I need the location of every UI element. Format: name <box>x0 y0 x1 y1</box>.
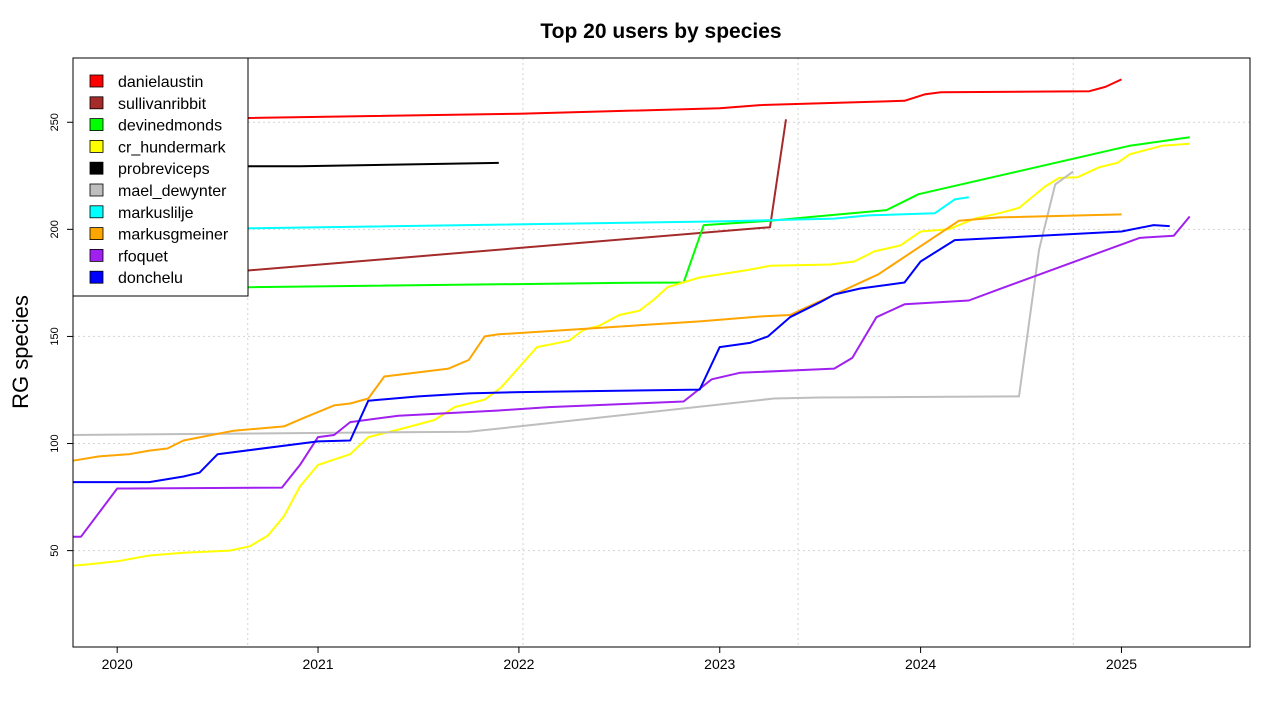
legend-label: devinedmonds <box>118 118 222 135</box>
series-line-rfoquet <box>73 215 1191 538</box>
y-tick-label: 250 <box>49 113 61 131</box>
grid <box>73 58 1250 647</box>
y-tick-label: 100 <box>49 434 61 452</box>
x-tick-label: 2022 <box>503 656 534 672</box>
legend-label: markusgmeiner <box>118 227 229 244</box>
legend-label: cr_hundermark <box>118 139 227 156</box>
legend-swatch-probreviceps <box>89 161 104 175</box>
axes: 2020 2021 2022 2023 2024 2025 50 100 150 200 250 <box>49 113 1137 672</box>
legend-swatch-sullivanribbit <box>89 96 104 110</box>
legend-swatch-devinedmonds <box>89 118 104 131</box>
series-line-cr_hundermark <box>72 142 1190 567</box>
legend: danielaustin sullivanribbit devinedmonds cr… <box>72 57 249 297</box>
legend-swatch-cr_hundermark <box>89 139 104 153</box>
legend-label: probreviceps <box>118 161 210 178</box>
legend-label: sullivanribbit <box>118 96 207 113</box>
legend-label: danielaustin <box>118 74 203 91</box>
plot-frame <box>72 57 1251 648</box>
legend-swatch-donchelu <box>89 270 104 284</box>
legend-swatch-rfoquet <box>89 248 104 262</box>
y-tick-label: 200 <box>49 220 61 238</box>
x-tick-label: 2024 <box>905 656 936 672</box>
chart-title: Top 20 users by species <box>540 20 781 43</box>
legend-swatch-mael_dewynter <box>89 183 104 197</box>
legend-swatch-markuslilje <box>89 205 104 219</box>
series-lines <box>72 78 1191 567</box>
x-tick-label: 2020 <box>102 656 133 672</box>
x-tick-label: 2025 <box>1106 656 1137 672</box>
series-line-mael_dewynter <box>72 170 1074 436</box>
series-line-markusgmeiner <box>72 213 1122 462</box>
series-line-danielaustin <box>72 78 1122 122</box>
x-tick-label: 2021 <box>302 656 333 672</box>
legend-label: markuslilje <box>118 205 194 222</box>
y-axis-label: RG species <box>8 295 33 409</box>
legend-swatch-markusgmeiner <box>89 227 104 241</box>
legend-label: mael_dewynter <box>118 183 227 200</box>
x-tick-label: 2023 <box>704 656 735 672</box>
series-line-markuslilje <box>73 196 969 230</box>
legend-swatch-danielaustin <box>89 74 104 88</box>
legend-label: donchelu <box>118 270 183 287</box>
series-line-donchelu <box>73 224 1170 484</box>
y-tick-label: 150 <box>49 327 61 345</box>
legend-label: rfoquet <box>118 248 168 265</box>
y-tick-label: 50 <box>49 544 61 556</box>
